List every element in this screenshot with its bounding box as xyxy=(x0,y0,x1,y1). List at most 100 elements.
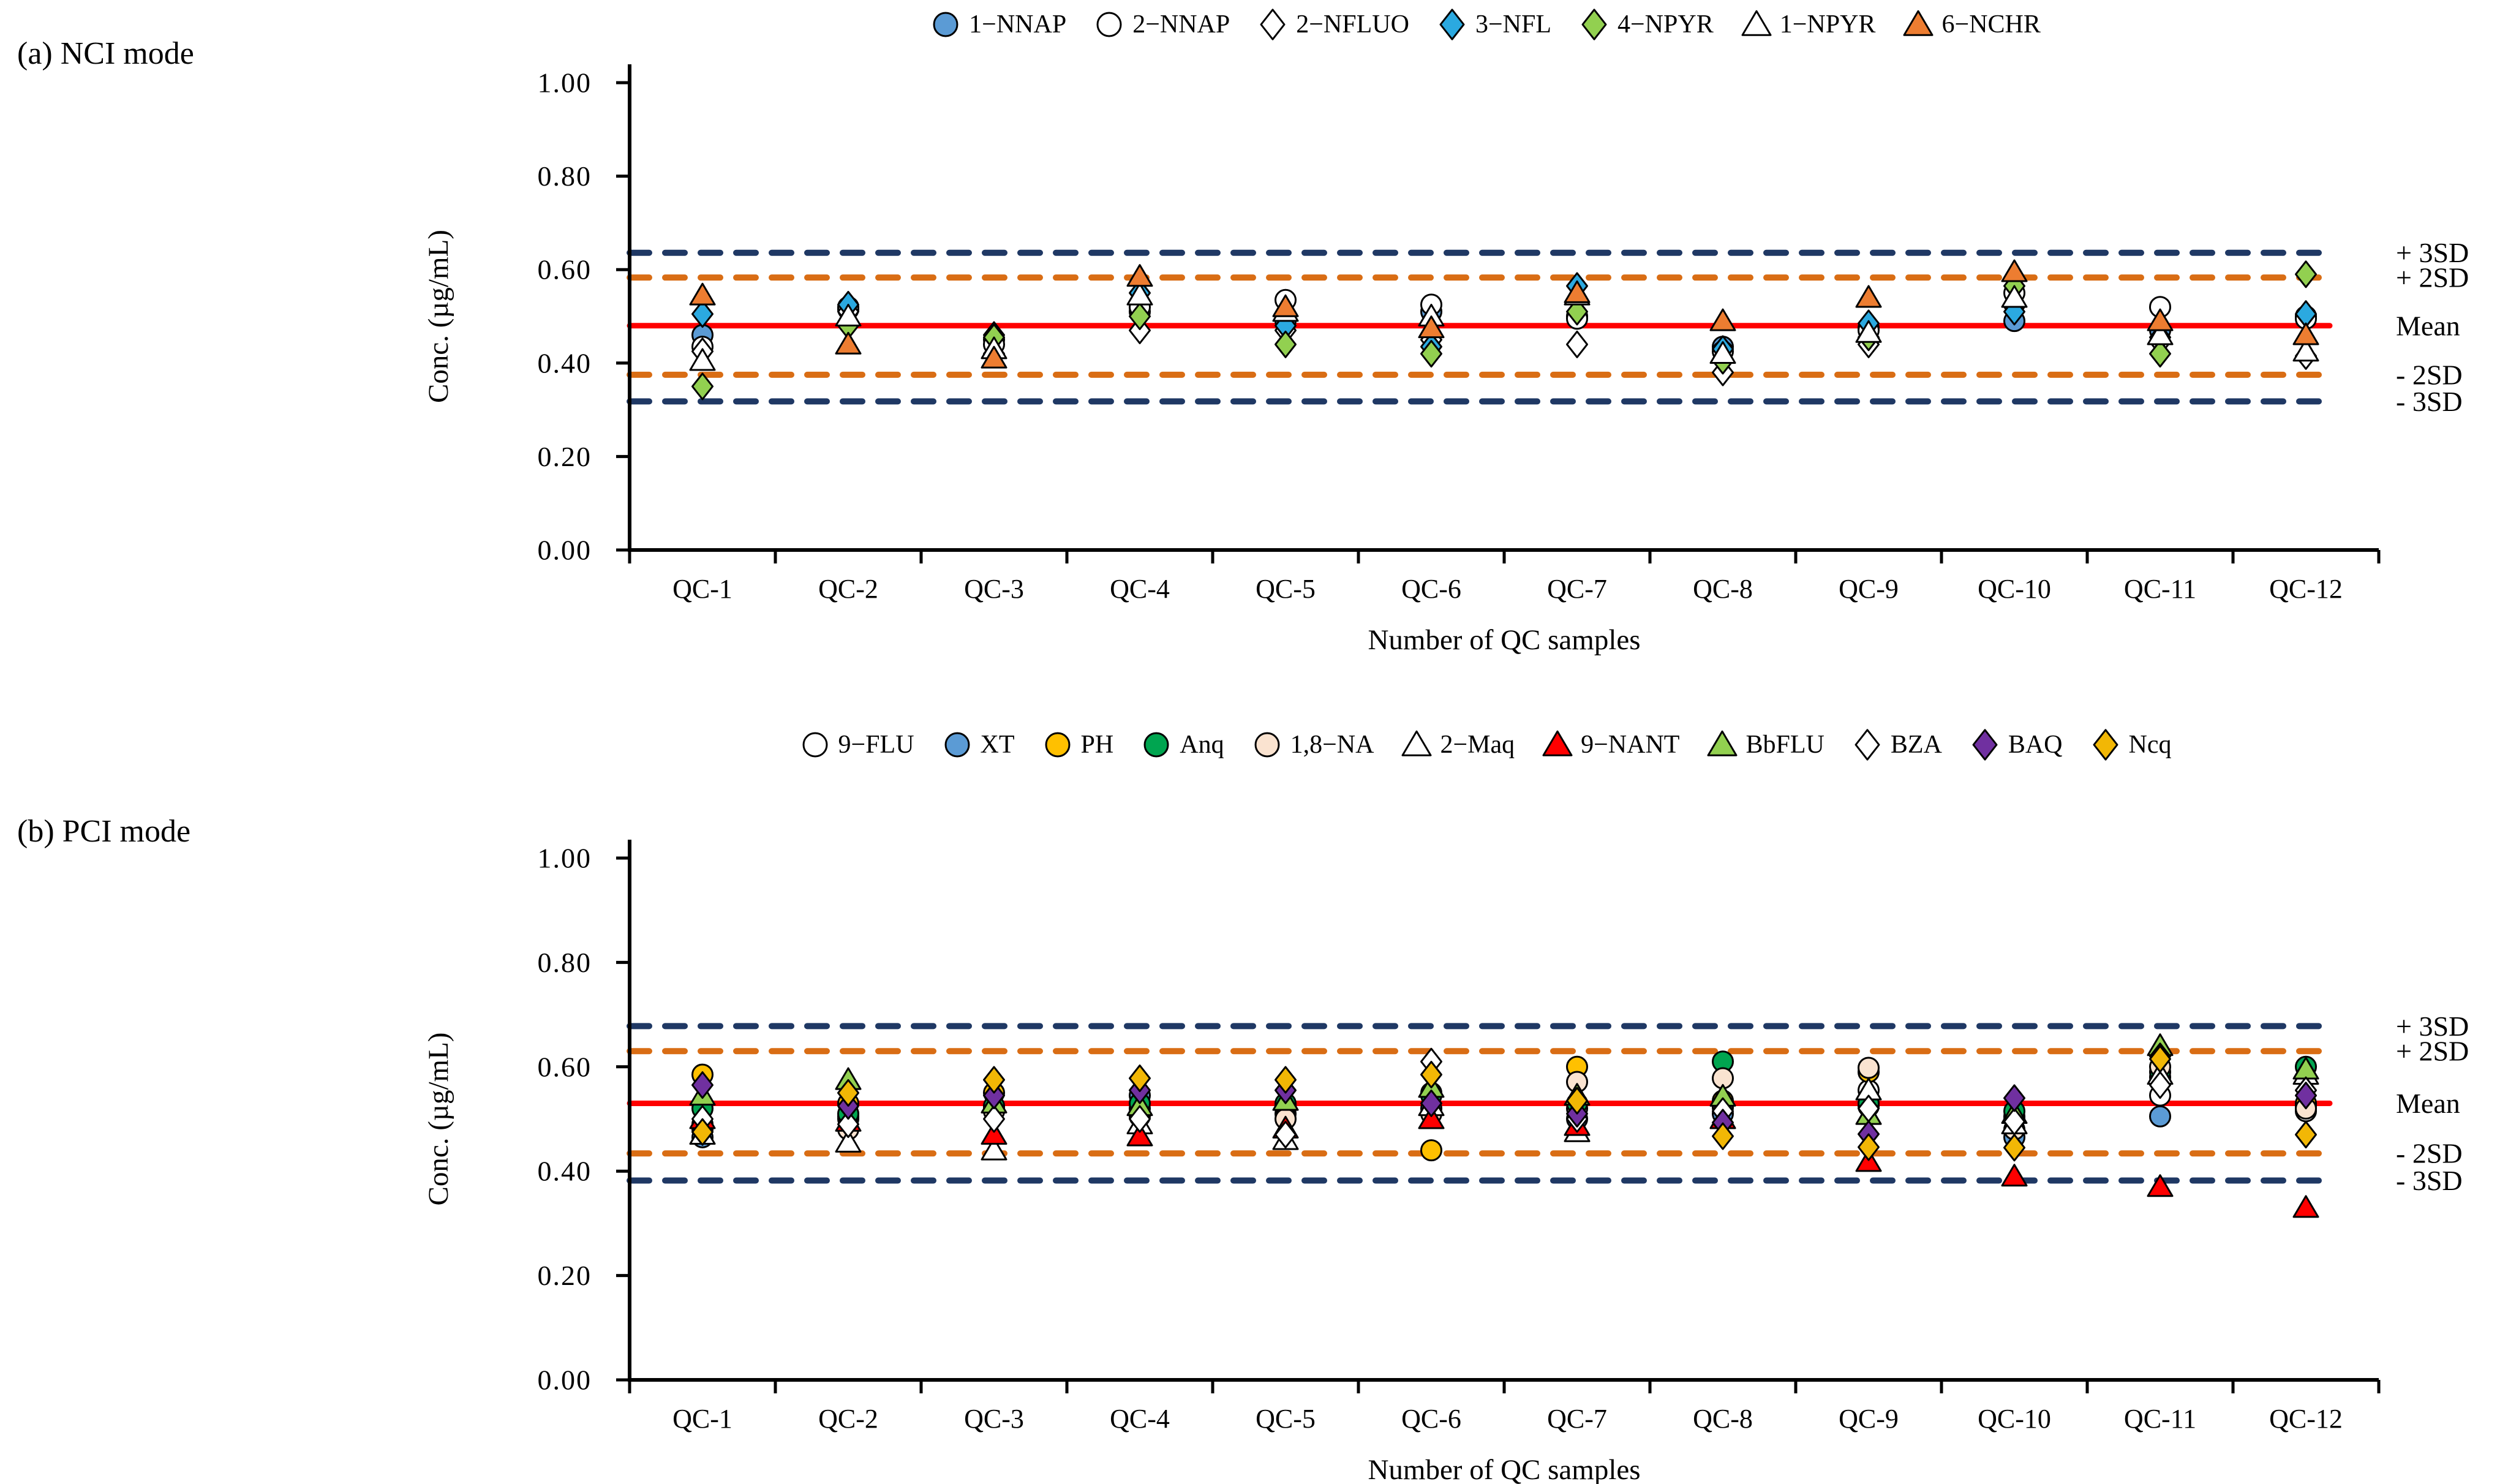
legend-item: 2−NNAP xyxy=(1093,9,1230,40)
legend-item: 4−NPYR xyxy=(1578,9,1714,40)
legend-label: Anq xyxy=(1180,731,1224,759)
x-tick-label: QC-8 xyxy=(1693,574,1753,604)
x-tick-label: QC-8 xyxy=(1693,1404,1753,1434)
data-point xyxy=(2292,1195,2319,1218)
diamond-marker-icon xyxy=(2093,729,2118,761)
legend-item: PH xyxy=(1042,729,1114,761)
data-point xyxy=(1126,264,1153,287)
data-point xyxy=(1420,1061,1442,1089)
y-tick-label: 0.40 xyxy=(538,1156,592,1187)
x-tick-label: QC-1 xyxy=(672,1404,732,1434)
y-tick-label: 0.20 xyxy=(538,1260,592,1291)
diamond-marker-icon xyxy=(1972,729,1998,761)
triangle-marker-icon xyxy=(1542,730,1573,756)
plus_3sd-label: + 3SD xyxy=(2396,237,2469,268)
triangle-marker-icon xyxy=(1903,10,1934,36)
series-Anq xyxy=(691,1050,2317,1125)
data-point xyxy=(1418,1106,1445,1129)
legend-marker xyxy=(1741,10,1772,36)
legend-item: 1−NNAP xyxy=(930,9,1066,40)
legend-label: 2−NFLUO xyxy=(1296,10,1409,39)
data-point xyxy=(2149,340,2171,368)
data-point xyxy=(981,1137,1007,1161)
legend-marker xyxy=(2093,729,2118,761)
data-point xyxy=(1420,340,1442,368)
legend-marker xyxy=(1045,732,1071,758)
data-point xyxy=(2295,260,2317,288)
series-PH xyxy=(691,1055,2317,1162)
legend-label: BZA xyxy=(1890,731,1942,759)
series-BbFLU xyxy=(689,1033,2319,1125)
data-point xyxy=(2149,1105,2171,1128)
data-point xyxy=(835,304,862,326)
legend-label: 4−NPYR xyxy=(1617,10,1714,39)
legend-label: BAQ xyxy=(2008,731,2063,759)
series-9−FLU xyxy=(691,1079,2317,1141)
y-tick-label: 0.00 xyxy=(538,535,592,566)
x-tick-label: QC-6 xyxy=(1401,1404,1461,1434)
x-tick-label: QC-10 xyxy=(1978,574,2051,604)
data-point xyxy=(1129,303,1151,330)
data-point xyxy=(2292,339,2319,362)
legend-label: BbFLU xyxy=(1745,731,1825,759)
x-tick-label: QC-9 xyxy=(1839,574,1899,604)
legend-marker xyxy=(1254,732,1280,758)
legend-marker xyxy=(1439,9,1465,40)
data-point xyxy=(2147,322,2174,345)
legend-item: BZA xyxy=(1851,729,1942,761)
legend-label: 3−NFL xyxy=(1475,10,1551,39)
circle-marker-icon xyxy=(944,732,970,758)
x-axis-title: Number of QC samples xyxy=(1368,1454,1640,1484)
diamond-marker-icon xyxy=(1439,9,1465,40)
data-point xyxy=(1566,1087,1588,1115)
data-point xyxy=(2001,259,2028,282)
series-2−NNAP xyxy=(691,282,2317,363)
series-9−NANT xyxy=(689,1106,2319,1218)
y-tick-label: 0.20 xyxy=(538,441,592,472)
data-point xyxy=(1420,1139,1442,1162)
x-tick-label: QC-11 xyxy=(2124,574,2196,604)
legend-marker xyxy=(1972,729,1998,761)
x-tick-label: QC-4 xyxy=(1110,574,1170,604)
data-point xyxy=(1858,1057,1880,1079)
diamond-marker-icon xyxy=(1855,729,1880,761)
data-point xyxy=(1275,330,1297,358)
series-Ncq xyxy=(691,1045,2317,1162)
minus_3sd-label: - 3SD xyxy=(2396,386,2463,417)
legend-marker xyxy=(802,732,827,758)
legend-label: XT xyxy=(980,731,1015,759)
data-point xyxy=(1855,285,1882,308)
y-axis-title: Conc. (µg/mL) xyxy=(423,230,454,403)
data-point xyxy=(1858,1133,1880,1161)
legend-label: PH xyxy=(1080,731,1114,759)
data-point xyxy=(1275,1066,1297,1094)
y-tick-label: 0.80 xyxy=(538,947,592,978)
minus_3sd-label: - 3SD xyxy=(2396,1165,2463,1196)
legend-label: 2−NNAP xyxy=(1132,10,1230,39)
panel-b: + 3SD+ 2SD Mean - 2SD- 3SD 1.00 0.80 0.60 0.40… xyxy=(423,840,2469,1484)
x-tick-label: QC-2 xyxy=(818,1404,878,1434)
x-tick-label: QC-7 xyxy=(1547,1404,1607,1434)
y-axis-title: Conc. (µg/mL) xyxy=(423,1033,454,1206)
x-tick-label: QC-9 xyxy=(1839,1404,1899,1434)
legend-label: 9−FLU xyxy=(838,731,914,759)
series-2−Maq xyxy=(689,1062,2319,1161)
legend-panel-b: 9−FLU XT PH Anq 1,8−NA 2−Maq 9−NANT BbFLU BZA BAQ… xyxy=(582,721,2389,768)
legend-marker xyxy=(1855,729,1880,761)
legend-label: 1,8−NA xyxy=(1290,731,1374,759)
triangle-marker-icon xyxy=(1741,10,1772,36)
legend-item: 1,8−NA xyxy=(1251,729,1374,761)
y-tick-label: 0.60 xyxy=(538,1051,592,1082)
legend-marker xyxy=(1096,12,1122,37)
legend-label: Ncq xyxy=(2128,731,2172,759)
y-tick-label: 1.00 xyxy=(538,67,592,99)
data-point xyxy=(981,345,1007,369)
legend-panel-a: 1−NNAP 2−NNAP 2−NFLUO 3−NFL 4−NPYR 1−NPYR 6−NC… xyxy=(582,1,2389,48)
data-point xyxy=(1566,330,1588,358)
x-tick-label: QC-2 xyxy=(818,574,878,604)
legend-label: 1−NPYR xyxy=(1779,10,1876,39)
data-point xyxy=(691,372,714,401)
legend-label: 6−NCHR xyxy=(1941,10,2041,39)
series-4−NPYR xyxy=(691,260,2317,401)
